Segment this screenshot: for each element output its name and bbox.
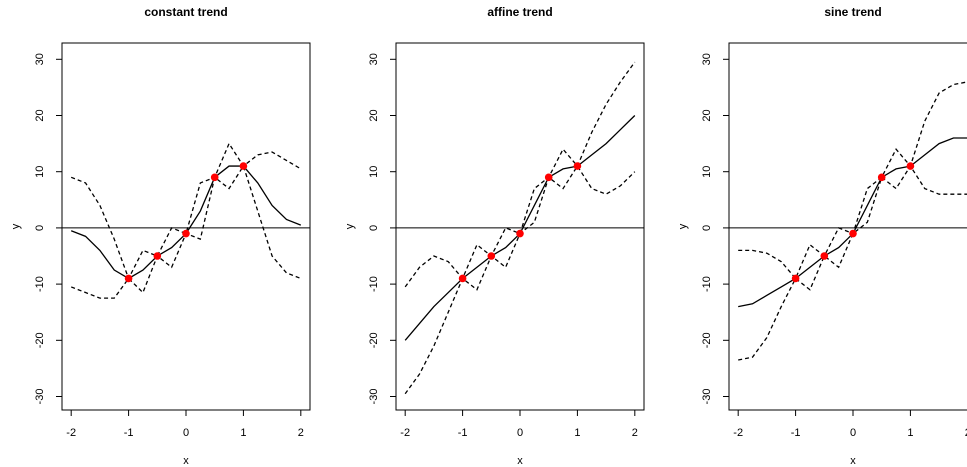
x-tick-label: -2 bbox=[733, 427, 743, 439]
x-axis-label: x bbox=[517, 455, 523, 467]
y-tick-label: 20 bbox=[368, 109, 380, 121]
x-tick-label: 2 bbox=[298, 427, 304, 439]
x-tick-label: 2 bbox=[632, 427, 638, 439]
y-tick-label: -20 bbox=[701, 332, 713, 348]
x-tick-label: 0 bbox=[183, 427, 189, 439]
y-axis-label: y bbox=[677, 223, 689, 229]
x-tick-label: 0 bbox=[850, 427, 856, 439]
data-point bbox=[210, 173, 219, 182]
x-tick-label: 1 bbox=[240, 427, 246, 439]
plot-frame bbox=[395, 42, 645, 411]
x-tick-label: -2 bbox=[400, 427, 410, 439]
y-tick-label: 10 bbox=[34, 166, 46, 178]
x-tick-label: 0 bbox=[517, 427, 523, 439]
y-tick-label: 30 bbox=[701, 53, 713, 65]
data-point bbox=[849, 229, 857, 238]
y-tick-label: 20 bbox=[701, 109, 713, 121]
x-tick-label: -2 bbox=[66, 427, 76, 439]
data-point bbox=[820, 252, 829, 260]
x-tick-label: -1 bbox=[458, 427, 468, 439]
mean-line bbox=[738, 137, 967, 308]
y-tick-label: -10 bbox=[701, 276, 713, 292]
x-tick-label: -1 bbox=[791, 427, 801, 439]
plot-frame bbox=[728, 42, 967, 411]
band-line bbox=[738, 81, 967, 280]
chart-title: constant trend bbox=[144, 5, 227, 19]
data-point bbox=[544, 173, 553, 182]
y-tick-label: -30 bbox=[701, 389, 713, 405]
plot-frame bbox=[61, 42, 311, 411]
data-point bbox=[182, 229, 190, 238]
band-line bbox=[738, 164, 967, 361]
chart-title: affine trend bbox=[487, 5, 552, 19]
data-point bbox=[458, 274, 467, 283]
y-tick-label: 0 bbox=[34, 225, 46, 231]
y-tick-label: -10 bbox=[368, 276, 380, 292]
y-axis-label: y bbox=[10, 223, 22, 229]
y-tick-label: 10 bbox=[701, 166, 713, 178]
x-tick-label: 2 bbox=[965, 427, 967, 439]
band-line bbox=[70, 142, 302, 281]
y-tick-label: -30 bbox=[34, 389, 46, 405]
data-point bbox=[153, 252, 162, 260]
data-point bbox=[124, 274, 133, 283]
data-point bbox=[239, 162, 248, 170]
x-tick-label: -1 bbox=[124, 427, 134, 439]
y-tick-label: -20 bbox=[34, 332, 46, 348]
x-tick-label: 1 bbox=[907, 427, 913, 439]
x-axis-label: x bbox=[850, 455, 856, 467]
chart-title: sine trend bbox=[824, 5, 881, 19]
data-point bbox=[906, 162, 915, 170]
mean-line bbox=[70, 165, 302, 280]
data-point bbox=[791, 274, 800, 283]
y-tick-label: 0 bbox=[368, 225, 380, 231]
data-point bbox=[877, 173, 886, 182]
y-tick-label: 30 bbox=[368, 53, 380, 65]
x-tick-label: 1 bbox=[574, 427, 580, 439]
y-tick-label: 30 bbox=[34, 53, 46, 65]
y-tick-label: 10 bbox=[368, 166, 380, 178]
y-tick-label: -30 bbox=[368, 389, 380, 405]
band-line bbox=[404, 164, 636, 395]
data-point bbox=[516, 229, 524, 238]
y-tick-label: 20 bbox=[34, 109, 46, 121]
x-axis-label: x bbox=[183, 455, 189, 467]
y-tick-label: -10 bbox=[34, 276, 46, 292]
band-line bbox=[404, 61, 636, 288]
y-tick-label: -20 bbox=[368, 332, 380, 348]
data-point bbox=[487, 252, 496, 260]
y-tick-label: 0 bbox=[701, 225, 713, 231]
data-point bbox=[573, 162, 582, 170]
y-axis-label: y bbox=[344, 223, 356, 229]
